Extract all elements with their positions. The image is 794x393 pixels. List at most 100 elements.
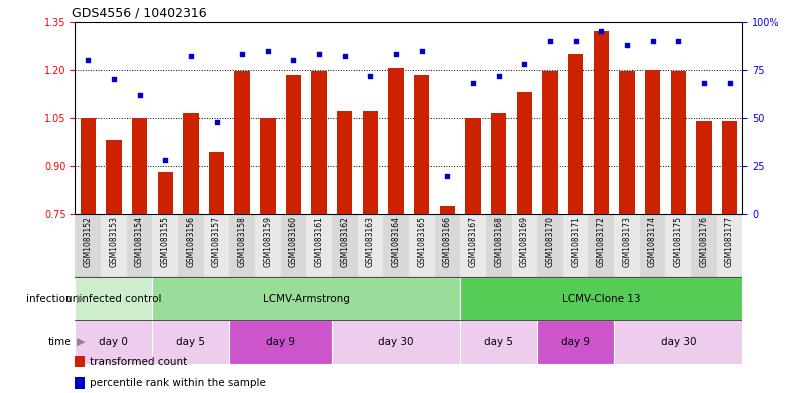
Bar <box>619 72 634 214</box>
Bar <box>588 214 614 277</box>
Text: GSM1083164: GSM1083164 <box>391 216 401 267</box>
Text: day 5: day 5 <box>484 337 513 347</box>
Bar <box>106 140 121 214</box>
Bar <box>384 214 409 277</box>
Point <box>210 119 223 125</box>
Point <box>313 51 326 57</box>
Text: GSM1083156: GSM1083156 <box>187 216 195 267</box>
Point <box>569 38 582 44</box>
Bar <box>178 214 204 277</box>
Point <box>261 47 274 53</box>
Bar <box>132 118 147 214</box>
Bar <box>152 320 229 364</box>
Bar <box>465 118 480 214</box>
Point <box>621 42 634 48</box>
Bar <box>75 320 152 364</box>
Bar <box>311 72 327 214</box>
Point <box>236 51 249 57</box>
Bar <box>280 214 306 277</box>
Point <box>672 38 684 44</box>
Bar <box>260 118 276 214</box>
Text: LCMV-Clone 13: LCMV-Clone 13 <box>562 294 641 304</box>
Bar <box>75 277 152 320</box>
Text: ▶: ▶ <box>77 294 86 304</box>
Bar <box>101 214 127 277</box>
Text: ▶: ▶ <box>77 337 86 347</box>
Text: GSM1083177: GSM1083177 <box>725 216 734 267</box>
Bar <box>229 214 255 277</box>
Text: day 9: day 9 <box>266 337 295 347</box>
Bar <box>183 113 198 214</box>
Text: uninfected control: uninfected control <box>66 294 162 304</box>
Text: infection: infection <box>26 294 71 304</box>
Bar <box>229 320 332 364</box>
Bar <box>691 214 717 277</box>
Bar <box>542 72 557 214</box>
Text: LCMV-Armstrong: LCMV-Armstrong <box>263 294 349 304</box>
Text: GSM1083170: GSM1083170 <box>545 216 554 267</box>
Text: GSM1083157: GSM1083157 <box>212 216 221 267</box>
Text: day 9: day 9 <box>561 337 590 347</box>
Bar <box>157 173 173 214</box>
Point <box>441 173 453 179</box>
Bar <box>665 214 691 277</box>
Bar <box>127 214 152 277</box>
Text: GSM1083163: GSM1083163 <box>366 216 375 267</box>
Text: GSM1083175: GSM1083175 <box>674 216 683 267</box>
Point <box>646 38 659 44</box>
Bar <box>357 214 384 277</box>
Text: GSM1083159: GSM1083159 <box>264 216 272 267</box>
Bar <box>332 214 357 277</box>
Text: GSM1083153: GSM1083153 <box>110 216 118 267</box>
Bar <box>671 72 686 214</box>
Text: day 30: day 30 <box>661 337 696 347</box>
Bar <box>511 214 538 277</box>
Point <box>518 61 530 67</box>
Text: day 5: day 5 <box>176 337 206 347</box>
Bar <box>152 277 461 320</box>
Bar <box>337 112 353 214</box>
Text: GSM1083165: GSM1083165 <box>417 216 426 267</box>
Point <box>107 76 120 83</box>
Point <box>492 72 505 79</box>
Point <box>133 92 146 98</box>
Bar <box>696 121 711 214</box>
Bar <box>614 214 640 277</box>
Bar <box>614 320 742 364</box>
Bar <box>80 118 96 214</box>
Bar <box>568 54 584 214</box>
Bar <box>563 214 588 277</box>
Bar <box>234 72 250 214</box>
Bar <box>440 206 455 214</box>
Text: percentile rank within the sample: percentile rank within the sample <box>90 378 266 388</box>
Bar <box>645 70 661 214</box>
Point <box>595 28 607 34</box>
Point <box>287 57 300 63</box>
Point <box>544 38 557 44</box>
Bar <box>717 214 742 277</box>
Text: day 0: day 0 <box>99 337 129 347</box>
Bar <box>594 31 609 214</box>
Text: GDS4556 / 10402316: GDS4556 / 10402316 <box>72 6 206 19</box>
Bar <box>486 214 511 277</box>
Bar <box>286 75 301 214</box>
Text: transformed count: transformed count <box>90 356 187 367</box>
Bar <box>409 214 434 277</box>
Text: GSM1083155: GSM1083155 <box>160 216 170 267</box>
Point <box>390 51 403 57</box>
Point <box>415 47 428 53</box>
Bar <box>538 320 614 364</box>
Point <box>159 157 172 163</box>
Point <box>82 57 94 63</box>
Text: GSM1083152: GSM1083152 <box>83 216 93 267</box>
Bar <box>363 112 378 214</box>
Bar <box>75 214 101 277</box>
Bar <box>306 214 332 277</box>
Text: GSM1083154: GSM1083154 <box>135 216 144 267</box>
Bar <box>538 214 563 277</box>
Bar <box>491 113 507 214</box>
Bar <box>152 214 178 277</box>
Text: GSM1083176: GSM1083176 <box>700 216 708 267</box>
Point <box>698 80 711 86</box>
Text: day 30: day 30 <box>378 337 414 347</box>
